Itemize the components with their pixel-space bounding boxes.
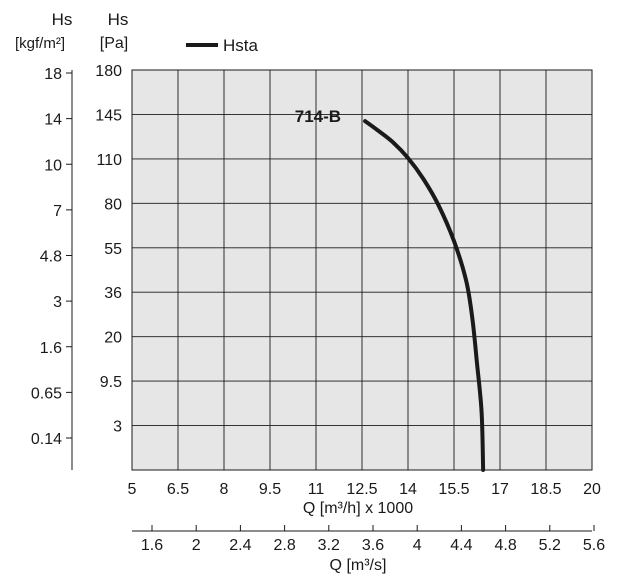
inner-y-tick-label: 80 [104, 196, 122, 213]
inner-y-tick-label: 180 [95, 63, 122, 80]
x-bottom-tick-label: 5.2 [539, 537, 561, 554]
x-bottom-tick-label: 3.2 [318, 537, 340, 554]
outer-y-tick-label: 18 [44, 66, 62, 83]
x-top-tick-label: 8 [220, 481, 229, 498]
axis-ticks [66, 72, 595, 531]
outer-y-label-line1: Hs [52, 10, 73, 29]
x-top-tick-label: 12.5 [346, 481, 377, 498]
x-bottom-tick-label: 2 [192, 537, 201, 554]
x-top-tick-label: 20 [583, 481, 601, 498]
outer-y-tick-label: 1.6 [40, 340, 62, 357]
x-bottom-tick-label: 4.4 [450, 537, 472, 554]
series-line-714-b [363, 119, 486, 472]
x-bottom-tick-label: 5.6 [583, 537, 605, 554]
inner-y-tick-label: 55 [104, 241, 122, 258]
outer-y-tick-label: 10 [44, 157, 62, 174]
x-bottom-tick-label: 2.8 [273, 537, 295, 554]
x-bottom-tick-label: 2.4 [229, 537, 251, 554]
inner-y-tick-label: 110 [96, 152, 122, 169]
legend-label: Hsta [223, 36, 259, 55]
outer-y-tick-label: 7 [53, 203, 62, 220]
plot-frame [131, 69, 593, 471]
outer-y-tick-label: 3 [53, 294, 62, 311]
x-top-tick-label: 17 [491, 481, 509, 498]
series-label-714-b: 714-B [295, 107, 341, 126]
inner-y-tick-label: 9.5 [100, 374, 122, 391]
x-top-tick-label: 15.5 [438, 481, 469, 498]
inner-y-tick-label: 20 [104, 330, 122, 347]
inner-y-tick-label: 3 [113, 419, 122, 436]
x-axis-bottom-label: Q [m³/s] [330, 557, 387, 574]
x-bottom-tick-label: 1.6 [141, 537, 163, 554]
outer-y-tick-label: 4.8 [40, 249, 62, 266]
grid [132, 70, 592, 470]
x-top-tick-label: 5 [128, 481, 137, 498]
x-bottom-tick-label: 4.8 [494, 537, 516, 554]
x-bottom-tick-label: 3.6 [362, 537, 384, 554]
outer-y-tick-label: 0.14 [31, 431, 62, 448]
x-bottom-tick-label: 4 [413, 537, 422, 554]
inner-y-label-line2: [Pa] [100, 35, 128, 52]
x-top-tick-label: 14 [399, 481, 417, 498]
x-axis-top-label: Q [m³/h] x 1000 [303, 500, 413, 517]
outer-y-tick-label: 0.65 [31, 385, 62, 402]
x-top-tick-label: 18.5 [530, 481, 561, 498]
outer-y-label-line2: [kgf/m²] [15, 35, 65, 52]
x-top-tick-label: 11 [308, 481, 325, 498]
inner-y-label-line1: Hs [108, 10, 129, 29]
outer-y-tick-label: 14 [44, 112, 62, 129]
x-top-tick-label: 9.5 [259, 481, 281, 498]
inner-y-tick-label: 36 [104, 285, 122, 302]
inner-y-tick-label: 145 [95, 107, 122, 124]
x-top-tick-label: 6.5 [167, 481, 189, 498]
